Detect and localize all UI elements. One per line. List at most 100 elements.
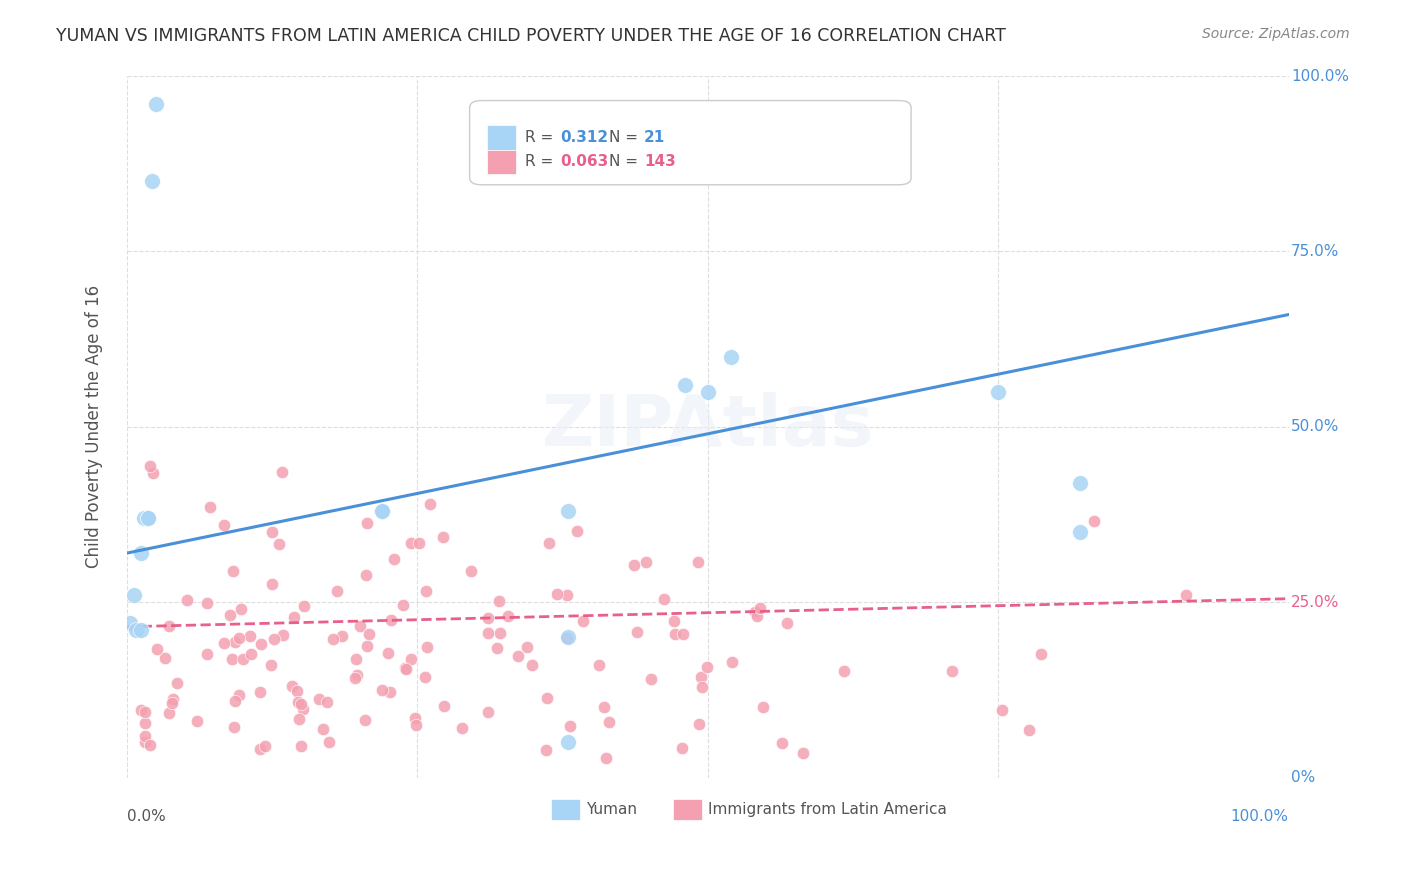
Point [673, 377, 696, 392]
Point [404, 711, 426, 725]
Point [318, 735, 340, 749]
Point [498, 608, 520, 623]
Point [125, 624, 148, 638]
Point [991, 703, 1014, 717]
Point [776, 615, 799, 630]
Point [567, 524, 589, 538]
Point [198, 500, 221, 515]
Point [520, 658, 543, 673]
Point [290, 697, 312, 711]
Point [672, 627, 695, 641]
Point [477, 610, 499, 624]
Point [690, 670, 713, 684]
Point [239, 629, 262, 643]
Point [271, 628, 294, 642]
Text: 0.0%: 0.0% [127, 809, 166, 824]
Point [285, 684, 308, 698]
Point [134, 511, 156, 525]
Point [1069, 475, 1091, 490]
Point [141, 174, 163, 188]
Point [157, 619, 180, 633]
Point [377, 646, 399, 660]
Point [485, 640, 508, 655]
Point [640, 673, 662, 687]
Point [249, 742, 271, 756]
Point [671, 740, 693, 755]
Point [145, 97, 167, 112]
Point [262, 524, 284, 539]
Point [371, 682, 394, 697]
Point [186, 714, 208, 728]
Point [394, 661, 416, 675]
Point [399, 652, 422, 666]
Point [664, 614, 686, 628]
Point [195, 647, 218, 661]
Text: ZIPAtlas: ZIPAtlas [541, 392, 875, 461]
Text: 21: 21 [644, 129, 665, 145]
Point [598, 714, 620, 729]
Point [120, 616, 142, 631]
Point [380, 613, 402, 627]
Point [538, 535, 561, 549]
Point [392, 598, 415, 612]
Text: N =: N = [609, 154, 638, 169]
Point [371, 504, 394, 518]
Text: YUMAN VS IMMIGRANTS FROM LATIN AMERICA CHILD POVERTY UNDER THE AGE OF 16 CORRELA: YUMAN VS IMMIGRANTS FROM LATIN AMERICA C… [56, 27, 1007, 45]
Point [770, 735, 793, 749]
Point [146, 642, 169, 657]
Point [395, 662, 418, 676]
Point [626, 625, 648, 640]
Point [371, 504, 394, 518]
Point [224, 694, 246, 708]
Point [488, 626, 510, 640]
Text: 0.063: 0.063 [560, 154, 609, 169]
Point [652, 591, 675, 606]
Point [696, 384, 718, 399]
Point [316, 695, 339, 709]
Bar [486, 150, 516, 174]
Bar [486, 125, 516, 150]
Point [555, 632, 578, 646]
Point [595, 751, 617, 765]
Point [353, 713, 375, 727]
Point [557, 630, 579, 644]
Point [344, 671, 367, 685]
FancyBboxPatch shape [470, 101, 911, 185]
Point [312, 722, 335, 736]
Point [218, 608, 240, 623]
Bar [551, 798, 581, 820]
Point [1069, 524, 1091, 539]
Point [378, 685, 401, 699]
Point [271, 465, 294, 479]
Point [228, 631, 250, 645]
Point [344, 651, 367, 665]
Point [588, 658, 610, 673]
Point [160, 696, 183, 710]
Point [696, 659, 718, 673]
Point [416, 640, 439, 655]
Bar [673, 798, 702, 820]
Point [134, 705, 156, 719]
Point [292, 599, 315, 614]
Point [221, 651, 243, 665]
Point [686, 555, 709, 569]
Point [269, 537, 291, 551]
Point [136, 511, 159, 525]
Point [354, 567, 377, 582]
Point [593, 699, 616, 714]
Point [122, 588, 145, 602]
Point [136, 511, 159, 525]
Point [688, 717, 710, 731]
Point [260, 658, 283, 673]
Text: N =: N = [609, 129, 638, 145]
Point [195, 597, 218, 611]
Point [346, 668, 368, 682]
Point [432, 531, 454, 545]
Point [292, 701, 315, 715]
Point [664, 627, 686, 641]
Text: 0.312: 0.312 [560, 129, 609, 145]
Point [415, 584, 437, 599]
Point [515, 640, 537, 655]
Point [166, 675, 188, 690]
Point [560, 719, 582, 733]
